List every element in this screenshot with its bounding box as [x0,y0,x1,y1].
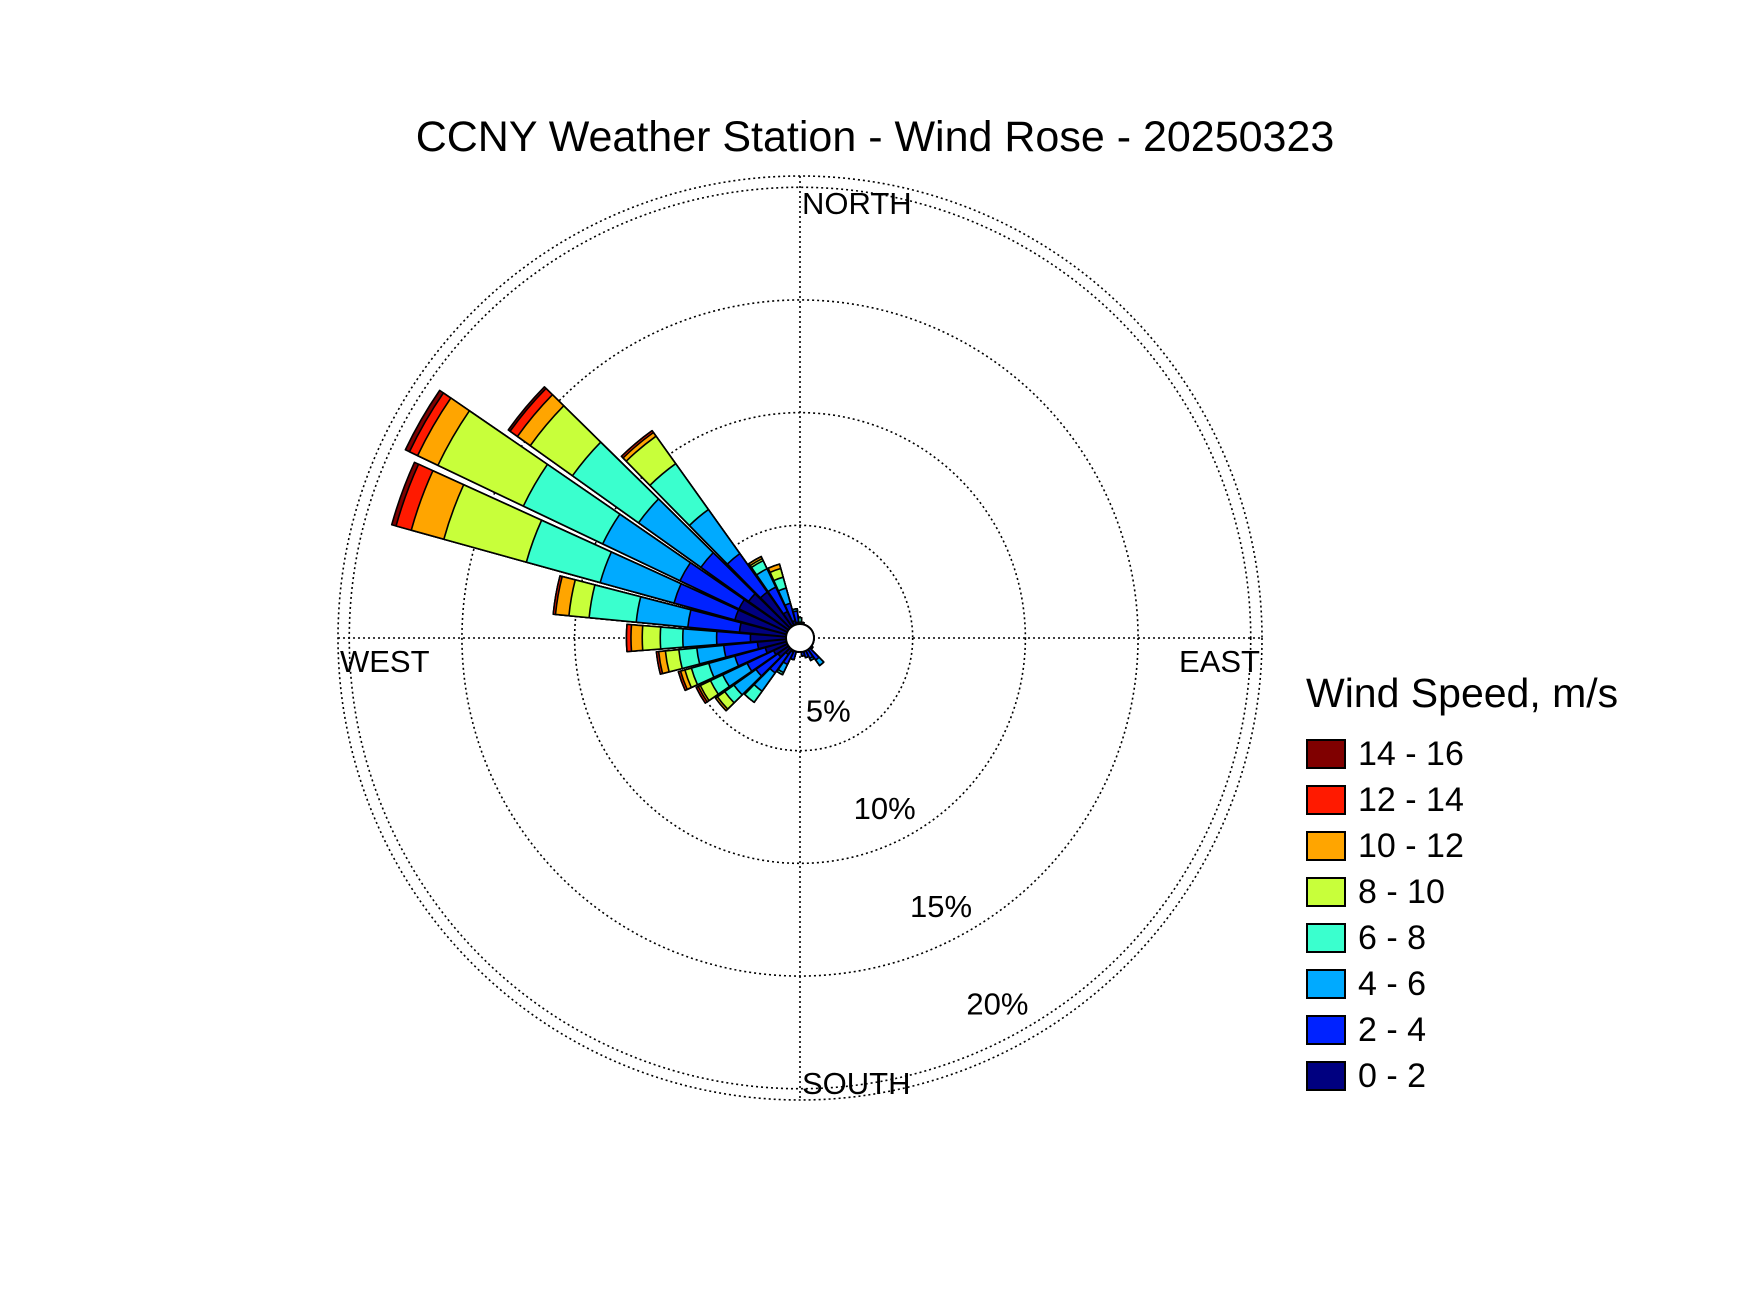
wind-rose-bars [390,386,825,712]
legend-item: 2 - 4 [1306,1007,1726,1053]
legend-item: 0 - 2 [1306,1053,1726,1099]
legend-swatch [1306,739,1346,769]
legend-label: 0 - 2 [1358,1057,1427,1095]
polar-labels: NORTH SOUTH WEST EAST 5% 10% 15% 20% [340,186,1260,1101]
legend-items: 14 - 16 12 - 14 10 - 12 8 - 10 6 - 8 4 - 6 2 -… [1306,731,1726,1099]
legend-title: Wind Speed, m/s [1306,670,1619,716]
legend-item: 14 - 16 [1306,731,1726,777]
legend-swatch [1306,1015,1346,1045]
radial-tick-label-5: 5% [806,694,851,729]
legend-label: 4 - 6 [1358,965,1427,1003]
legend-item: 8 - 10 [1306,869,1726,915]
rose-bar-270deg-bin-0 [749,633,801,643]
chart-title: CCNY Weather Station - Wind Rose - 20250… [415,113,1335,161]
legend-label: 14 - 16 [1358,735,1464,773]
rose-bar-310deg-bin-0 [747,592,801,639]
center-hole [785,623,815,653]
legend-label: 2 - 4 [1358,1011,1427,1049]
legend-swatch [1306,877,1346,907]
legend-swatch [1306,831,1346,861]
legend-swatch [1306,923,1346,953]
rose-bar-320deg-bin-0 [759,591,801,639]
legend-label: 6 - 8 [1358,919,1427,957]
radial-tick-label-15: 15% [910,889,972,924]
legend-swatch [1306,785,1346,815]
direction-label-west: WEST [340,644,430,679]
legend-item: 6 - 8 [1306,915,1726,961]
legend-item: 12 - 14 [1306,777,1726,823]
rose-bar-300deg-bin-0 [738,598,801,639]
legend-label: 10 - 12 [1358,827,1464,865]
legend-swatch [1306,1061,1346,1091]
legend-item: 4 - 6 [1306,961,1726,1007]
legend: Wind Speed, m/s 14 - 16 12 - 14 10 - 12 8 -… [1306,668,1726,1099]
legend-label: 12 - 14 [1358,781,1464,819]
radial-tick-label-20: 20% [966,986,1028,1021]
direction-label-east: EAST [1179,644,1260,679]
legend-item: 10 - 12 [1306,823,1726,869]
radial-tick-label-10: 10% [854,791,916,826]
direction-label-north: NORTH [802,186,912,221]
direction-label-south: SOUTH [802,1066,911,1101]
legend-label: 8 - 10 [1358,873,1445,911]
legend-swatch [1306,969,1346,999]
grid-ring-5 [686,524,914,752]
